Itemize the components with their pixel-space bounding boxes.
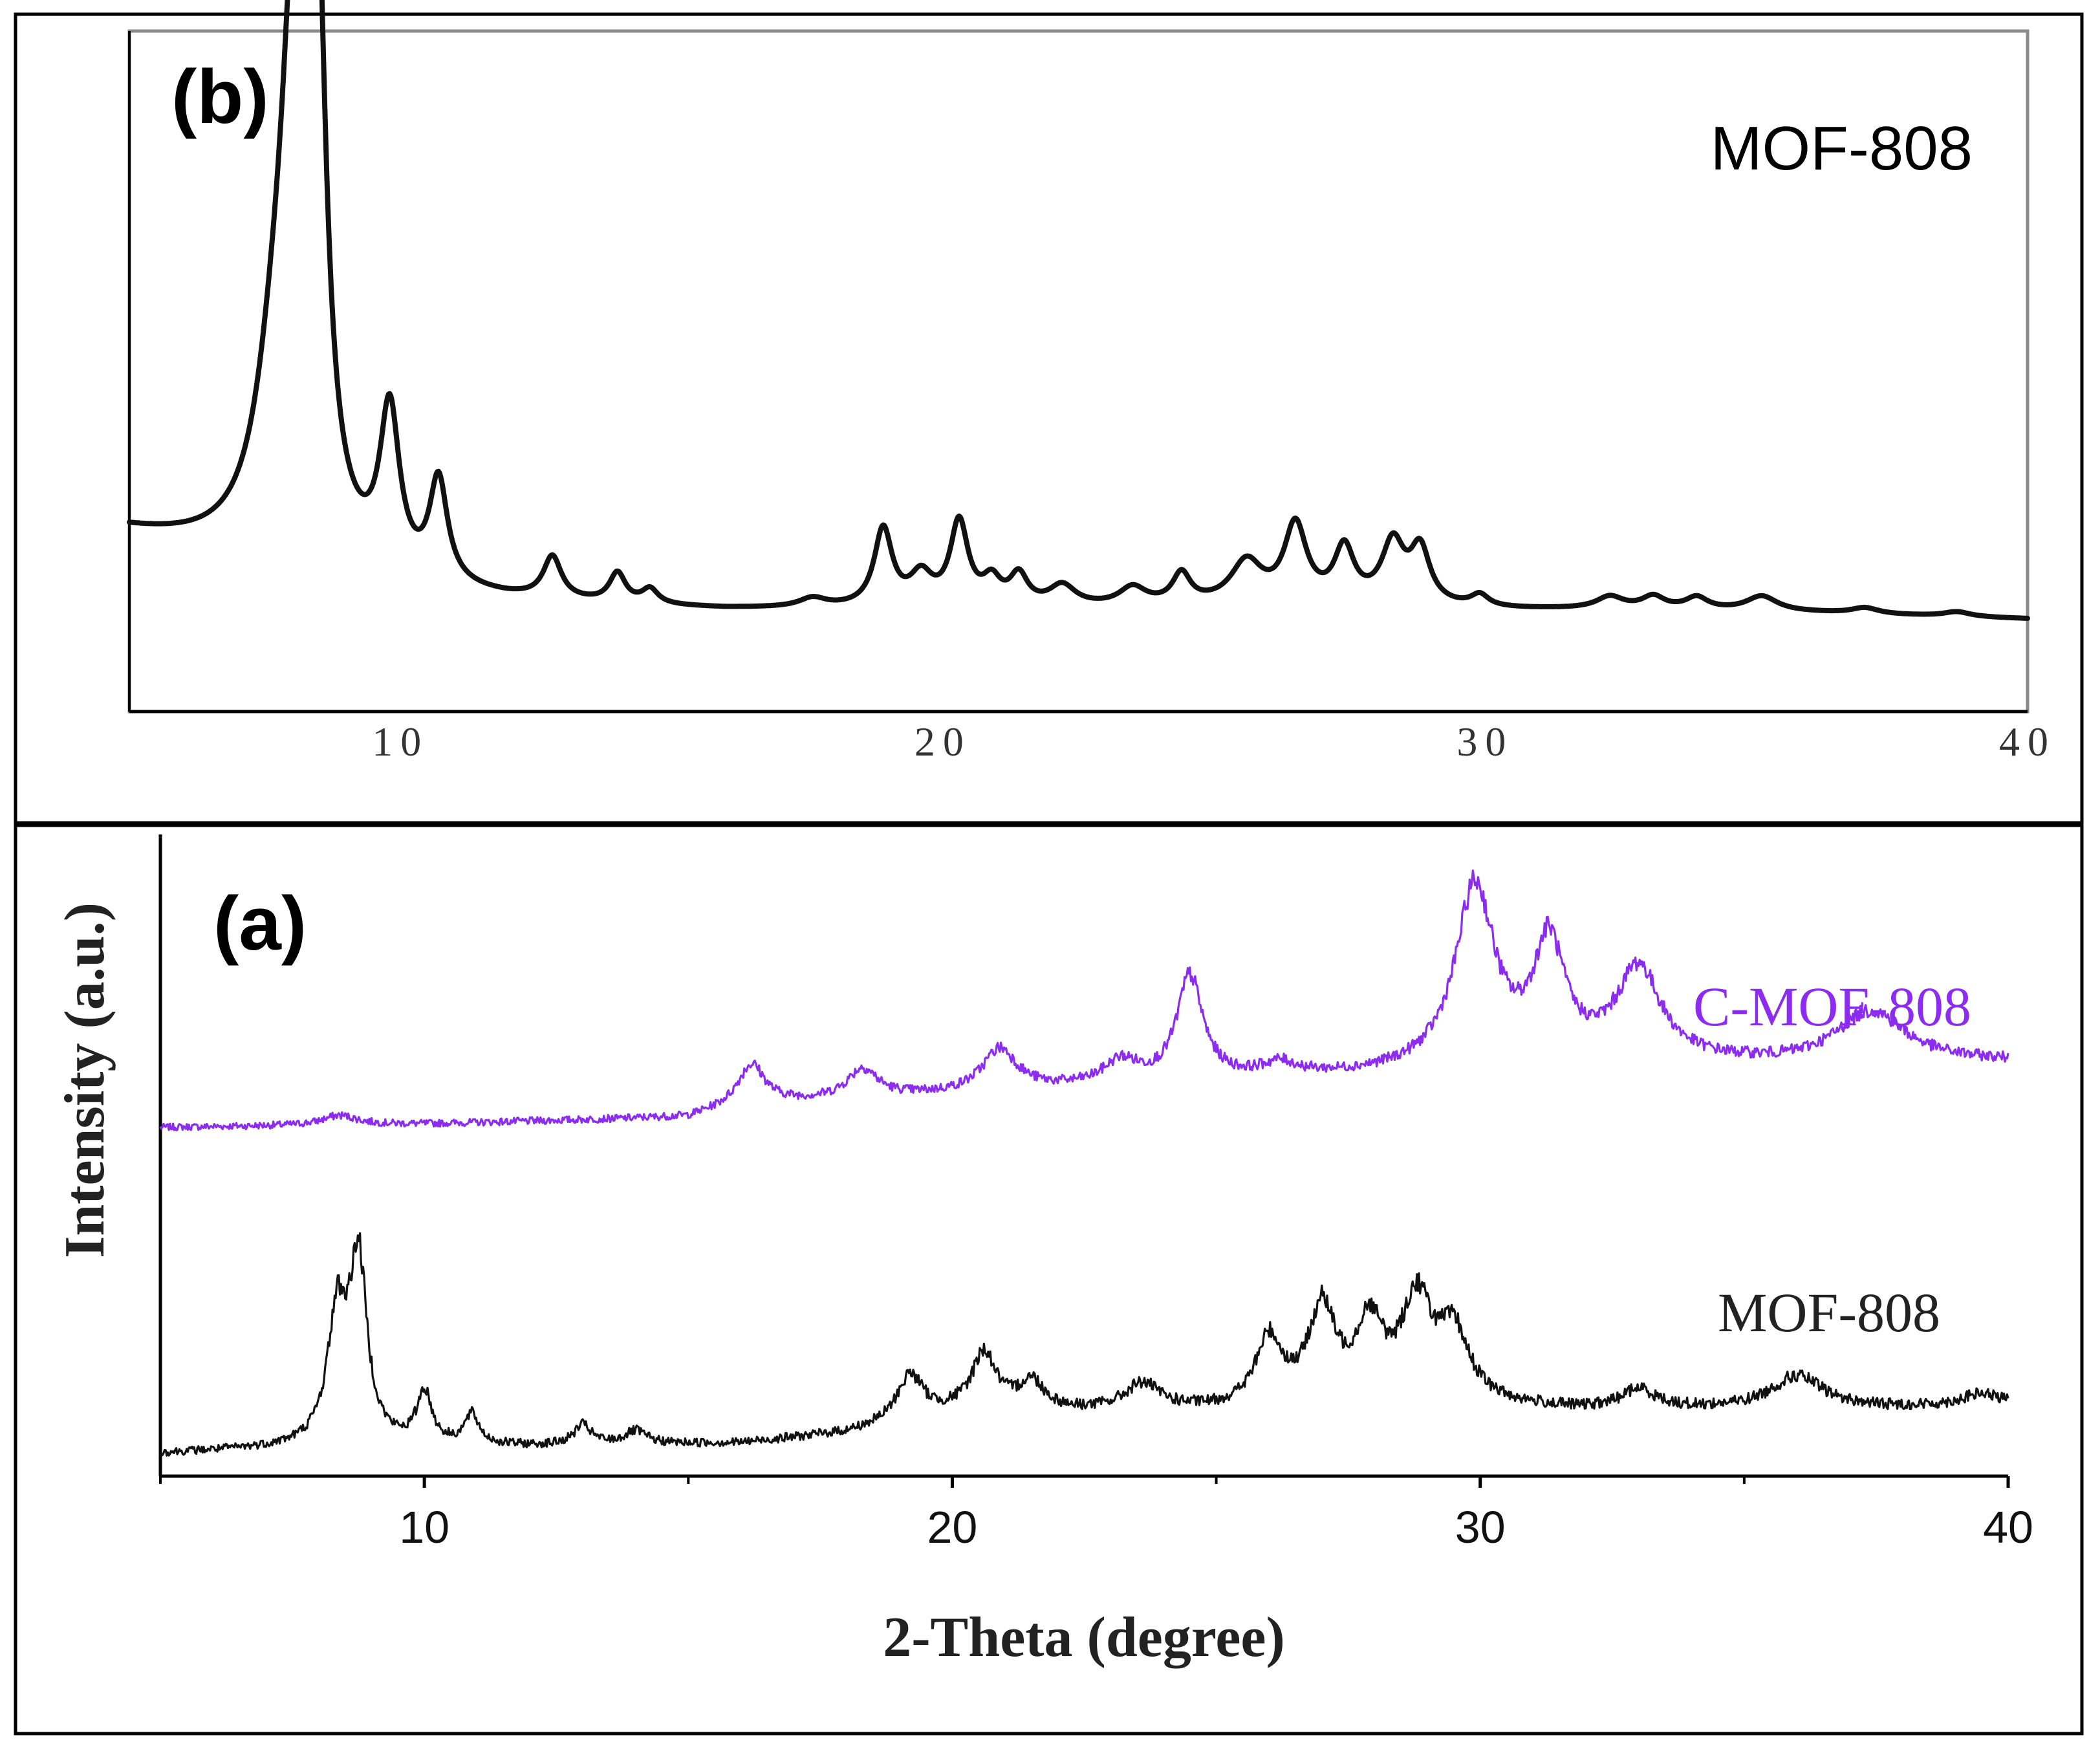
- panel-a-x-tick-label-40: 40: [1983, 1502, 2033, 1552]
- panel-a-label: (a): [213, 881, 307, 966]
- panel-a-x-tick-label-30: 30: [1455, 1502, 1506, 1552]
- panel-a-x-axis-label: 2-Theta (degree): [883, 1606, 1285, 1669]
- panel-b-label: (b): [171, 54, 269, 140]
- panel-a-series-mof-808: [159, 1232, 2009, 1457]
- panel-b-x-tick-label-10: 10: [372, 719, 429, 765]
- panel-a-series-c-mof-808: [159, 869, 2009, 1131]
- panel-a-frame: [14, 823, 2084, 1736]
- panel-b-x-tick-label-40: 40: [1999, 719, 2056, 765]
- panel-b-frame: [14, 12, 2084, 825]
- panel-a-x-tick-label-10: 10: [399, 1502, 449, 1552]
- panel-b: 10 20 30 40 (b) MOF-808: [127, 0, 2056, 765]
- panel-a-legend-c-mof-808: C-MOF-808: [1693, 975, 1971, 1038]
- panel-a-y-axis-label: Intensity (a.u.): [54, 902, 116, 1258]
- panel-b-x-tick-label-30: 30: [1456, 719, 1513, 765]
- panel-b-series-mof-808: [127, 0, 2030, 621]
- panel-a-x-tick-label-20: 20: [927, 1502, 977, 1552]
- panel-a: 10 20 30 40 (a) C-MOF-808 MOF-808 2-Theta (…: [54, 834, 2033, 1669]
- panel-b-x-tick-label-20: 20: [915, 719, 971, 765]
- panel-a-legend-mof-808: MOF-808: [1718, 1281, 1940, 1344]
- panel-b-legend-mof-808: MOF-808: [1711, 114, 1973, 183]
